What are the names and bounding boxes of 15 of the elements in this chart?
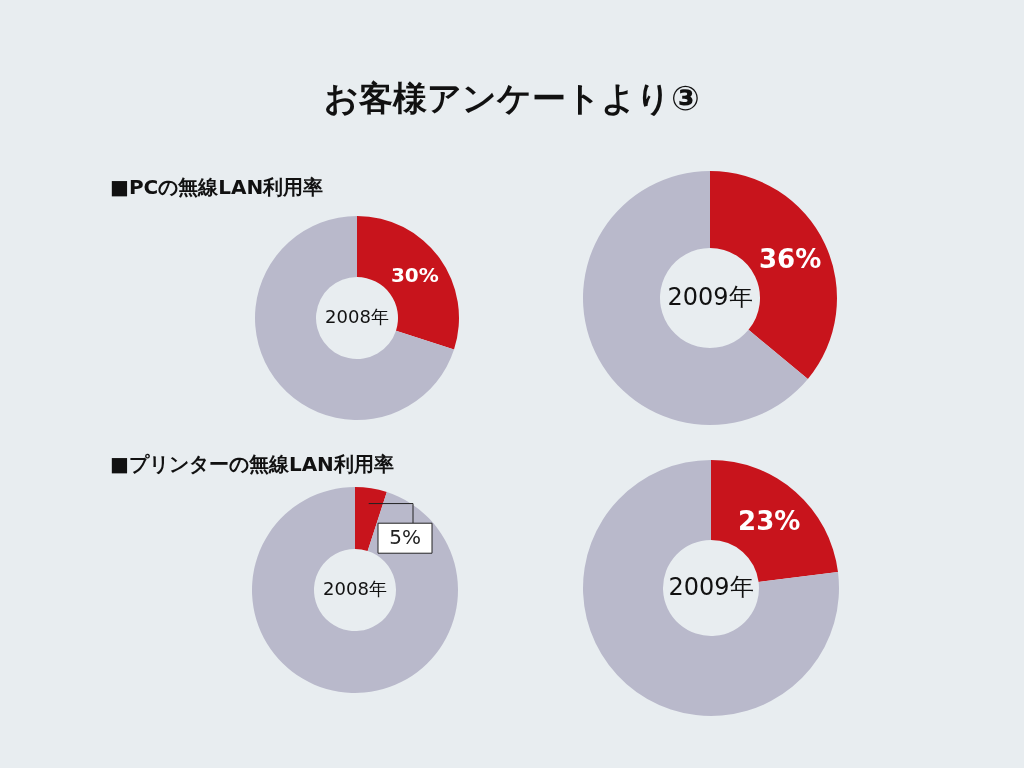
data-label: 36%: [758, 244, 822, 275]
text: お客様アンケートより③: [324, 78, 700, 118]
text: 2008年: [323, 578, 387, 599]
text: 2008年: [325, 306, 389, 327]
data-label: 5%: [389, 525, 421, 550]
data-label: 30%: [390, 262, 439, 287]
donut-slice: [255, 216, 455, 420]
chart-title: ■PCの無線LAN利用率: [110, 175, 324, 199]
text: 2009年: [667, 283, 753, 311]
data-label: 23%: [738, 505, 801, 536]
donut-slice: [355, 487, 387, 552]
chart-title: ■プリンターの無線LAN利用率: [110, 452, 394, 476]
donut-slice: [252, 487, 458, 693]
donut-slice: [583, 460, 839, 716]
text: 2009年: [668, 573, 754, 601]
